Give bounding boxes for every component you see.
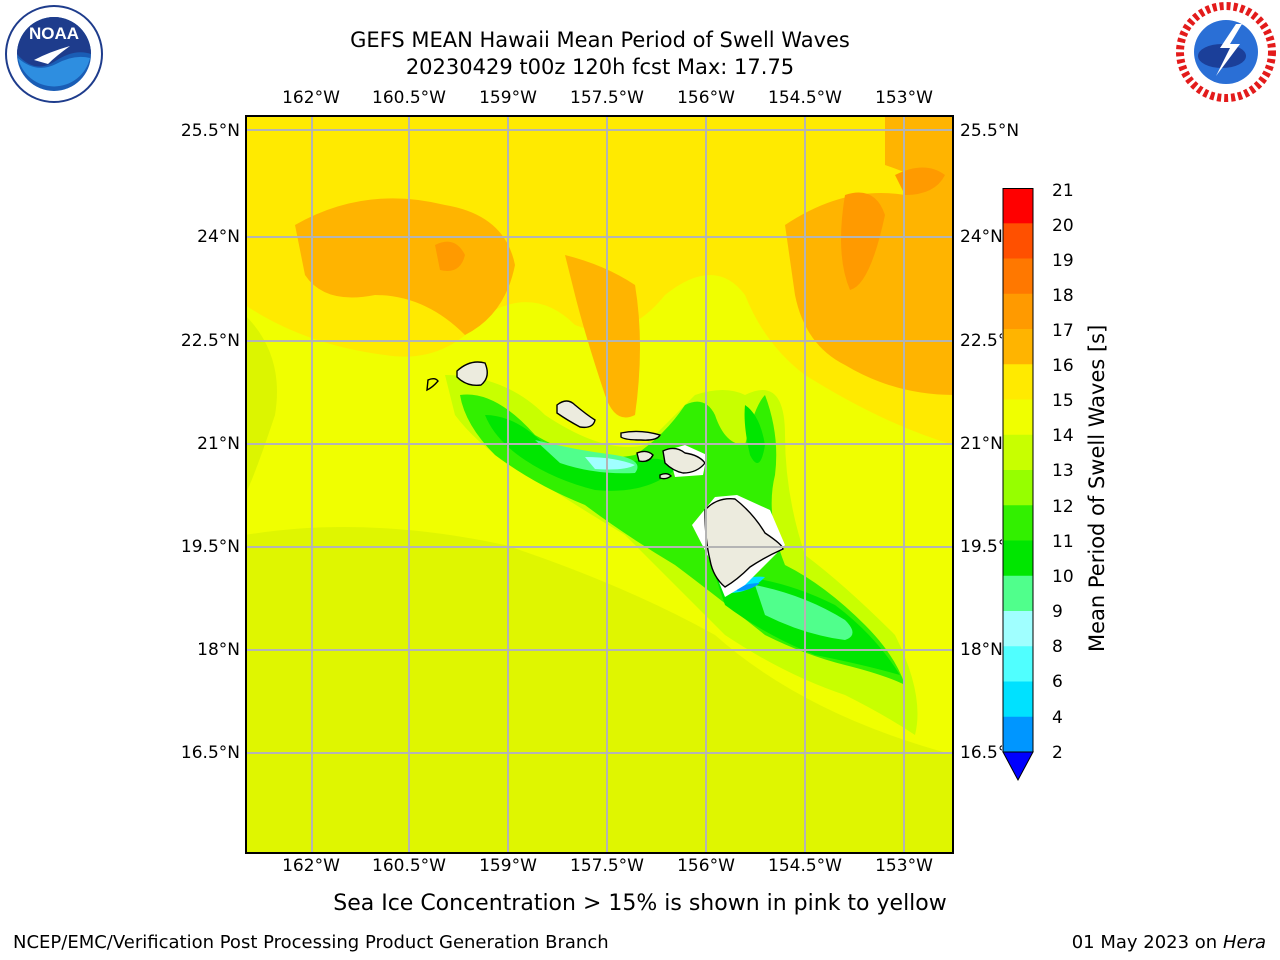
lon-tick-bottom: 153°W: [875, 856, 933, 876]
colorbar-level: 12: [1052, 497, 1074, 517]
colorbar-level: 11: [1052, 532, 1074, 552]
colorbar-level: 9: [1052, 602, 1063, 622]
colorbar-swatch: [1003, 223, 1033, 259]
host-name: Hera: [1222, 932, 1266, 953]
colorbar-level: 4: [1052, 708, 1063, 728]
noaa-logo-text: NOAA: [29, 24, 79, 43]
colorbar-level: 19: [1052, 251, 1074, 271]
run-date-credit: 01 May 2023 on Hera: [1072, 932, 1266, 953]
colorbar-swatch: [1003, 681, 1033, 718]
lat-tick-left: 16.5°N: [180, 743, 240, 763]
lon-tick-top: 157.5°W: [570, 88, 644, 108]
colorbar-level: 20: [1052, 216, 1074, 236]
lat-tick-left: 25.5°N: [180, 121, 240, 141]
lat-tick-right: 22.5°N: [960, 331, 1002, 351]
lat-tick-right: 21°N: [960, 434, 1002, 454]
colorbar-level: 21: [1052, 181, 1074, 201]
colorbar-swatch: [1003, 540, 1033, 577]
noaa-logo: NOAA: [4, 4, 104, 104]
graticule: [245, 115, 954, 854]
lon-tick-top: 153°W: [875, 88, 933, 108]
lon-tick-top: 154.5°W: [768, 88, 842, 108]
lat-tick-right: 19.5°N: [960, 537, 1002, 557]
lat-tick-left: 24°N: [197, 227, 240, 247]
lon-tick-bottom: 162°W: [282, 856, 340, 876]
colorbar-level: 8: [1052, 637, 1063, 657]
colorbar-swatch: [1003, 716, 1033, 753]
colorbar-swatch: [1003, 188, 1033, 224]
lat-tick-left: 21°N: [197, 434, 240, 454]
colorbar-swatch: [1003, 329, 1033, 365]
lat-tick-right: 18°N: [960, 640, 1002, 660]
colorbar-swatch: [1003, 434, 1033, 471]
colorbar-title: Mean Period of Swell Waves [s]: [1085, 324, 1109, 652]
lat-tick-right: 24°N: [960, 227, 1002, 247]
colorbar-frame: [1002, 188, 1034, 753]
colorbar-level: 13: [1052, 461, 1074, 481]
colorbar-swatch: [1003, 364, 1033, 400]
lon-tick-top: 160.5°W: [372, 88, 446, 108]
colorbar-level: 18: [1052, 286, 1074, 306]
colorbar-swatch: [1003, 399, 1033, 436]
swell-period-field: [245, 115, 954, 854]
lon-tick-bottom: 159°W: [479, 856, 537, 876]
colorbar-extend-arrow: [1002, 751, 1034, 782]
sea-ice-note: Sea Ice Concentration > 15% is shown in …: [333, 891, 947, 916]
map-panel: [245, 115, 954, 854]
chart-title: GEFS MEAN Hawaii Mean Period of Swell Wa…: [350, 28, 850, 52]
producer-credit: NCEP/EMC/Verification Post Processing Pr…: [13, 932, 609, 953]
lat-tick-right: 25.5°N: [960, 121, 1020, 141]
lat-tick-left: 18°N: [197, 640, 240, 660]
lon-tick-bottom: 154.5°W: [768, 856, 842, 876]
colorbar-level: 17: [1052, 321, 1074, 341]
islands: [426, 361, 784, 588]
colorbar-level: 10: [1052, 567, 1074, 587]
lon-tick-bottom: 156°W: [677, 856, 735, 876]
chart-subtitle: 20230429 t00z 120h fcst Max: 17.75: [405, 55, 795, 79]
lon-tick-top: 162°W: [282, 88, 340, 108]
lon-tick-top: 156°W: [677, 88, 735, 108]
lat-tick-left: 19.5°N: [180, 537, 240, 557]
colorbar-swatch: [1003, 293, 1033, 330]
colorbar-swatches: [1002, 188, 1034, 782]
run-date: 01 May 2023 on: [1071, 932, 1218, 953]
colorbar-level: 16: [1052, 356, 1074, 376]
colorbar-level: 6: [1052, 672, 1063, 692]
lon-tick-bottom: 160.5°W: [372, 856, 446, 876]
colorbar-swatch: [1003, 646, 1033, 682]
colorbar-swatch: [1003, 505, 1033, 541]
colorbar: [1002, 188, 1034, 782]
colorbar-level: 14: [1052, 426, 1074, 446]
lat-tick-left: 22.5°N: [180, 331, 240, 351]
colorbar-level: 15: [1052, 391, 1074, 411]
colorbar-swatch: [1003, 611, 1033, 647]
colorbar-swatch: [1003, 258, 1033, 295]
colorbar-swatch: [1003, 470, 1033, 506]
colorbar-swatch: [1003, 575, 1033, 612]
lon-tick-top: 159°W: [479, 88, 537, 108]
nws-logo: [1176, 2, 1276, 102]
lon-tick-bottom: 157.5°W: [570, 856, 644, 876]
lat-tick-right: 16.5°N: [960, 743, 1002, 763]
colorbar-level: 2: [1052, 743, 1063, 763]
